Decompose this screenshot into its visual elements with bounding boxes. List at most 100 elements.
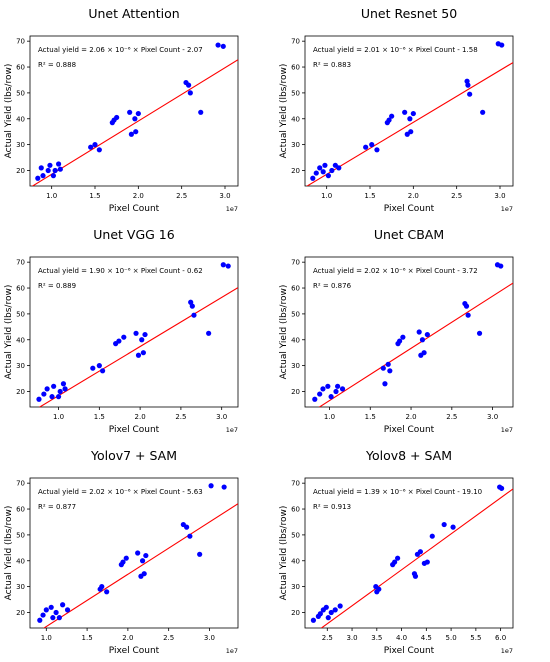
data-point: [317, 165, 323, 171]
data-point: [215, 42, 221, 48]
x-tick-label: 3.0: [216, 413, 227, 421]
y-tick-label: 20: [291, 167, 300, 175]
x-tick-label: 1.5: [365, 413, 376, 421]
data-point: [382, 381, 388, 387]
y-tick-label: 60: [16, 64, 25, 72]
y-tick-label: 60: [16, 285, 25, 293]
data-point: [127, 109, 133, 115]
data-point: [320, 169, 326, 175]
data-point: [397, 338, 403, 344]
data-point: [96, 363, 102, 369]
data-point: [62, 386, 68, 392]
data-point: [141, 571, 147, 577]
data-point: [325, 173, 331, 179]
y-axis-label: Actual Yield (lbs/row): [279, 506, 289, 601]
data-point: [99, 368, 106, 374]
x-tick-label: 1.5: [82, 634, 93, 642]
x-tick-label: 5.5: [470, 634, 481, 642]
x-tick-label: 1.0: [53, 413, 64, 421]
r-squared-label: R² = 0.913: [313, 503, 351, 511]
data-point: [135, 352, 142, 358]
y-tick-label: 50: [16, 89, 25, 97]
data-point: [198, 109, 204, 115]
x-tick-label: 1.0: [46, 192, 57, 200]
data-point: [429, 533, 435, 539]
data-point: [52, 167, 58, 174]
data-point: [450, 524, 456, 530]
data-point: [186, 82, 192, 88]
data-point: [417, 549, 423, 555]
x-axis-label: Pixel Count: [109, 646, 160, 656]
x-tick-label: 2.5: [175, 413, 186, 421]
data-point: [395, 555, 401, 561]
plot-area: [304, 477, 514, 629]
data-point: [88, 144, 94, 150]
data-point: [441, 521, 447, 528]
x-tick-label: 1.0: [324, 413, 335, 421]
regression-line: [320, 488, 513, 628]
data-point: [40, 612, 46, 618]
data-point: [480, 109, 486, 115]
data-point: [184, 524, 190, 530]
y-tick-label: 70: [16, 259, 25, 267]
x-tick-label: 2.0: [405, 413, 416, 421]
data-point: [317, 611, 323, 617]
regression-equation: Actual yield = 2.02 × 10⁻⁶ × Pixel Count…: [313, 267, 478, 275]
r-squared-label: R² = 0.889: [38, 282, 76, 290]
data-point: [121, 334, 127, 340]
data-point: [498, 263, 504, 269]
x-tick-label: 2.0: [135, 413, 146, 421]
data-point: [328, 394, 334, 400]
y-tick-label: 50: [291, 89, 300, 97]
y-tick-label: 50: [16, 531, 25, 539]
y-tick-label: 20: [291, 388, 300, 396]
y-tick-label: 50: [291, 531, 300, 539]
data-point: [48, 604, 54, 610]
data-point: [225, 263, 231, 269]
x-axis-multiplier: 1e7: [501, 426, 513, 434]
x-axis-multiplier: 1e7: [501, 205, 513, 213]
x-axis-label: Pixel Count: [384, 425, 435, 435]
x-axis-label: Pixel Count: [109, 204, 160, 214]
y-tick-label: 30: [291, 583, 300, 591]
r-squared-label: R² = 0.888: [38, 61, 76, 69]
data-point: [220, 43, 226, 49]
data-point: [128, 131, 134, 137]
data-point: [221, 484, 227, 490]
data-point: [464, 78, 470, 84]
data-point: [317, 391, 323, 397]
x-axis-label: Pixel Count: [109, 425, 160, 435]
y-tick-label: 20: [16, 167, 25, 175]
data-point: [50, 173, 57, 179]
data-point: [142, 331, 148, 338]
data-point: [400, 334, 406, 340]
x-axis-multiplier: 1e7: [226, 426, 238, 434]
x-tick-label: 3.0: [346, 634, 357, 642]
data-point: [120, 559, 126, 565]
x-tick-label: 1.0: [321, 192, 332, 200]
y-tick-label: 60: [291, 64, 300, 72]
chart-title: Unet Attention: [88, 6, 179, 21]
chart-title: Unet Resnet 50: [361, 6, 457, 21]
x-tick-label: 1.5: [94, 413, 105, 421]
data-point: [38, 165, 44, 171]
regression-line: [318, 282, 513, 407]
chart-panel-3: Unet VGG 16 1.0 1.5 2.0 2.5 3.0 20 30 40 50 60 70 Pi…: [4, 227, 239, 435]
data-point: [56, 615, 62, 621]
data-point: [463, 303, 470, 309]
data-point: [45, 167, 51, 174]
x-tick-label: 3.0: [487, 413, 498, 421]
data-point: [51, 383, 57, 389]
regression-line: [42, 503, 238, 628]
x-axis-multiplier: 1e7: [226, 205, 238, 213]
data-point: [336, 165, 342, 171]
y-axis-label: Actual Yield (lbs/row): [279, 285, 289, 380]
y-tick-label: 40: [291, 115, 300, 123]
data-point: [325, 615, 331, 621]
data-point: [310, 617, 317, 623]
data-point: [43, 607, 49, 613]
regression-equation: Actual yield = 2.06 × 10⁻⁶ × Pixel Count…: [38, 46, 203, 54]
y-tick-label: 20: [291, 609, 300, 617]
data-point: [328, 609, 334, 616]
y-tick-label: 60: [16, 506, 25, 514]
